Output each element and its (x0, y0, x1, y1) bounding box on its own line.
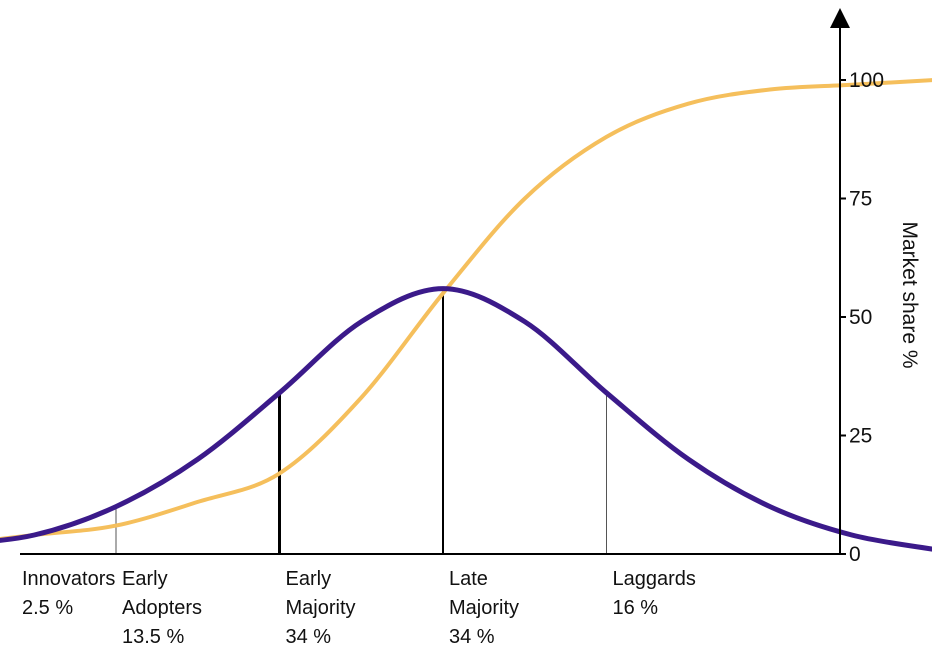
y-tick-label: 0 (849, 543, 861, 566)
segment-label: Early Adopters 13.5 % (122, 568, 202, 648)
segment-label: Late Majority 34 % (449, 568, 519, 648)
y-tick-label: 75 (849, 188, 872, 211)
cumulative-share-curve (0, 78, 932, 542)
y-axis-title: Market share % (898, 221, 921, 368)
y-tick-label: 50 (849, 306, 872, 329)
segment-label: Innovators 2.5 % (22, 568, 115, 619)
segment-label: Early Majority 34 % (286, 568, 356, 648)
y-tick-label: 100 (849, 69, 884, 92)
y-tick-label: 25 (849, 425, 872, 448)
adoption-bell-curve (0, 286, 932, 552)
segment-label: Laggards 16 % (613, 568, 696, 619)
